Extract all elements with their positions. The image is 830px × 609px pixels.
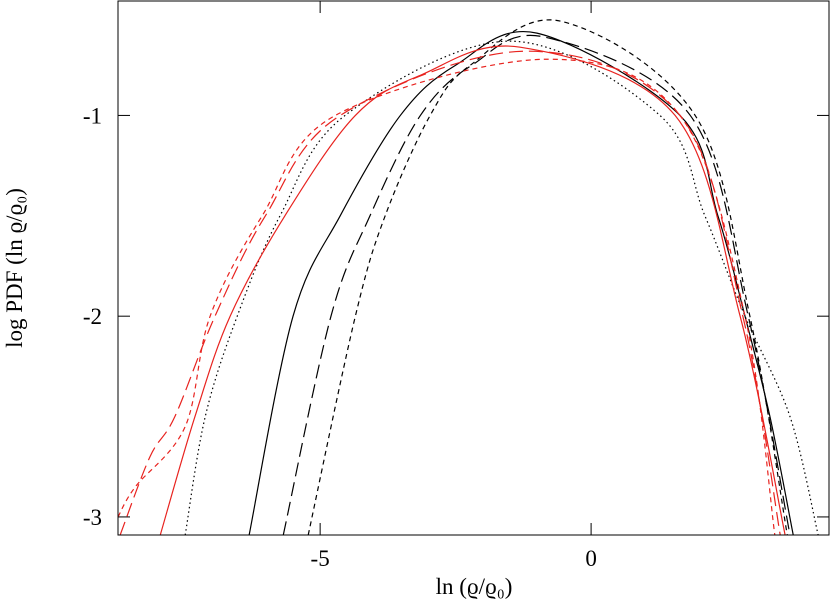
x-tick-label: -5 (311, 546, 330, 571)
series-line (118, 58, 776, 535)
series-line (282, 34, 791, 535)
series-line (307, 19, 788, 535)
series-line (184, 40, 819, 535)
plot-frame (117, 0, 830, 536)
y-tick-label: -3 (83, 505, 102, 530)
y-axis-label: log PDF (ln ϱ/ϱ₀) (2, 188, 27, 348)
series-line (248, 31, 794, 535)
x-tick-label: 0 (585, 546, 597, 571)
series-line (119, 50, 781, 535)
y-tick-label: -1 (83, 103, 102, 128)
y-tick-label: -2 (83, 304, 102, 329)
series-line (159, 45, 786, 535)
x-axis-label: ln (ϱ/ϱ₀) (436, 574, 513, 599)
